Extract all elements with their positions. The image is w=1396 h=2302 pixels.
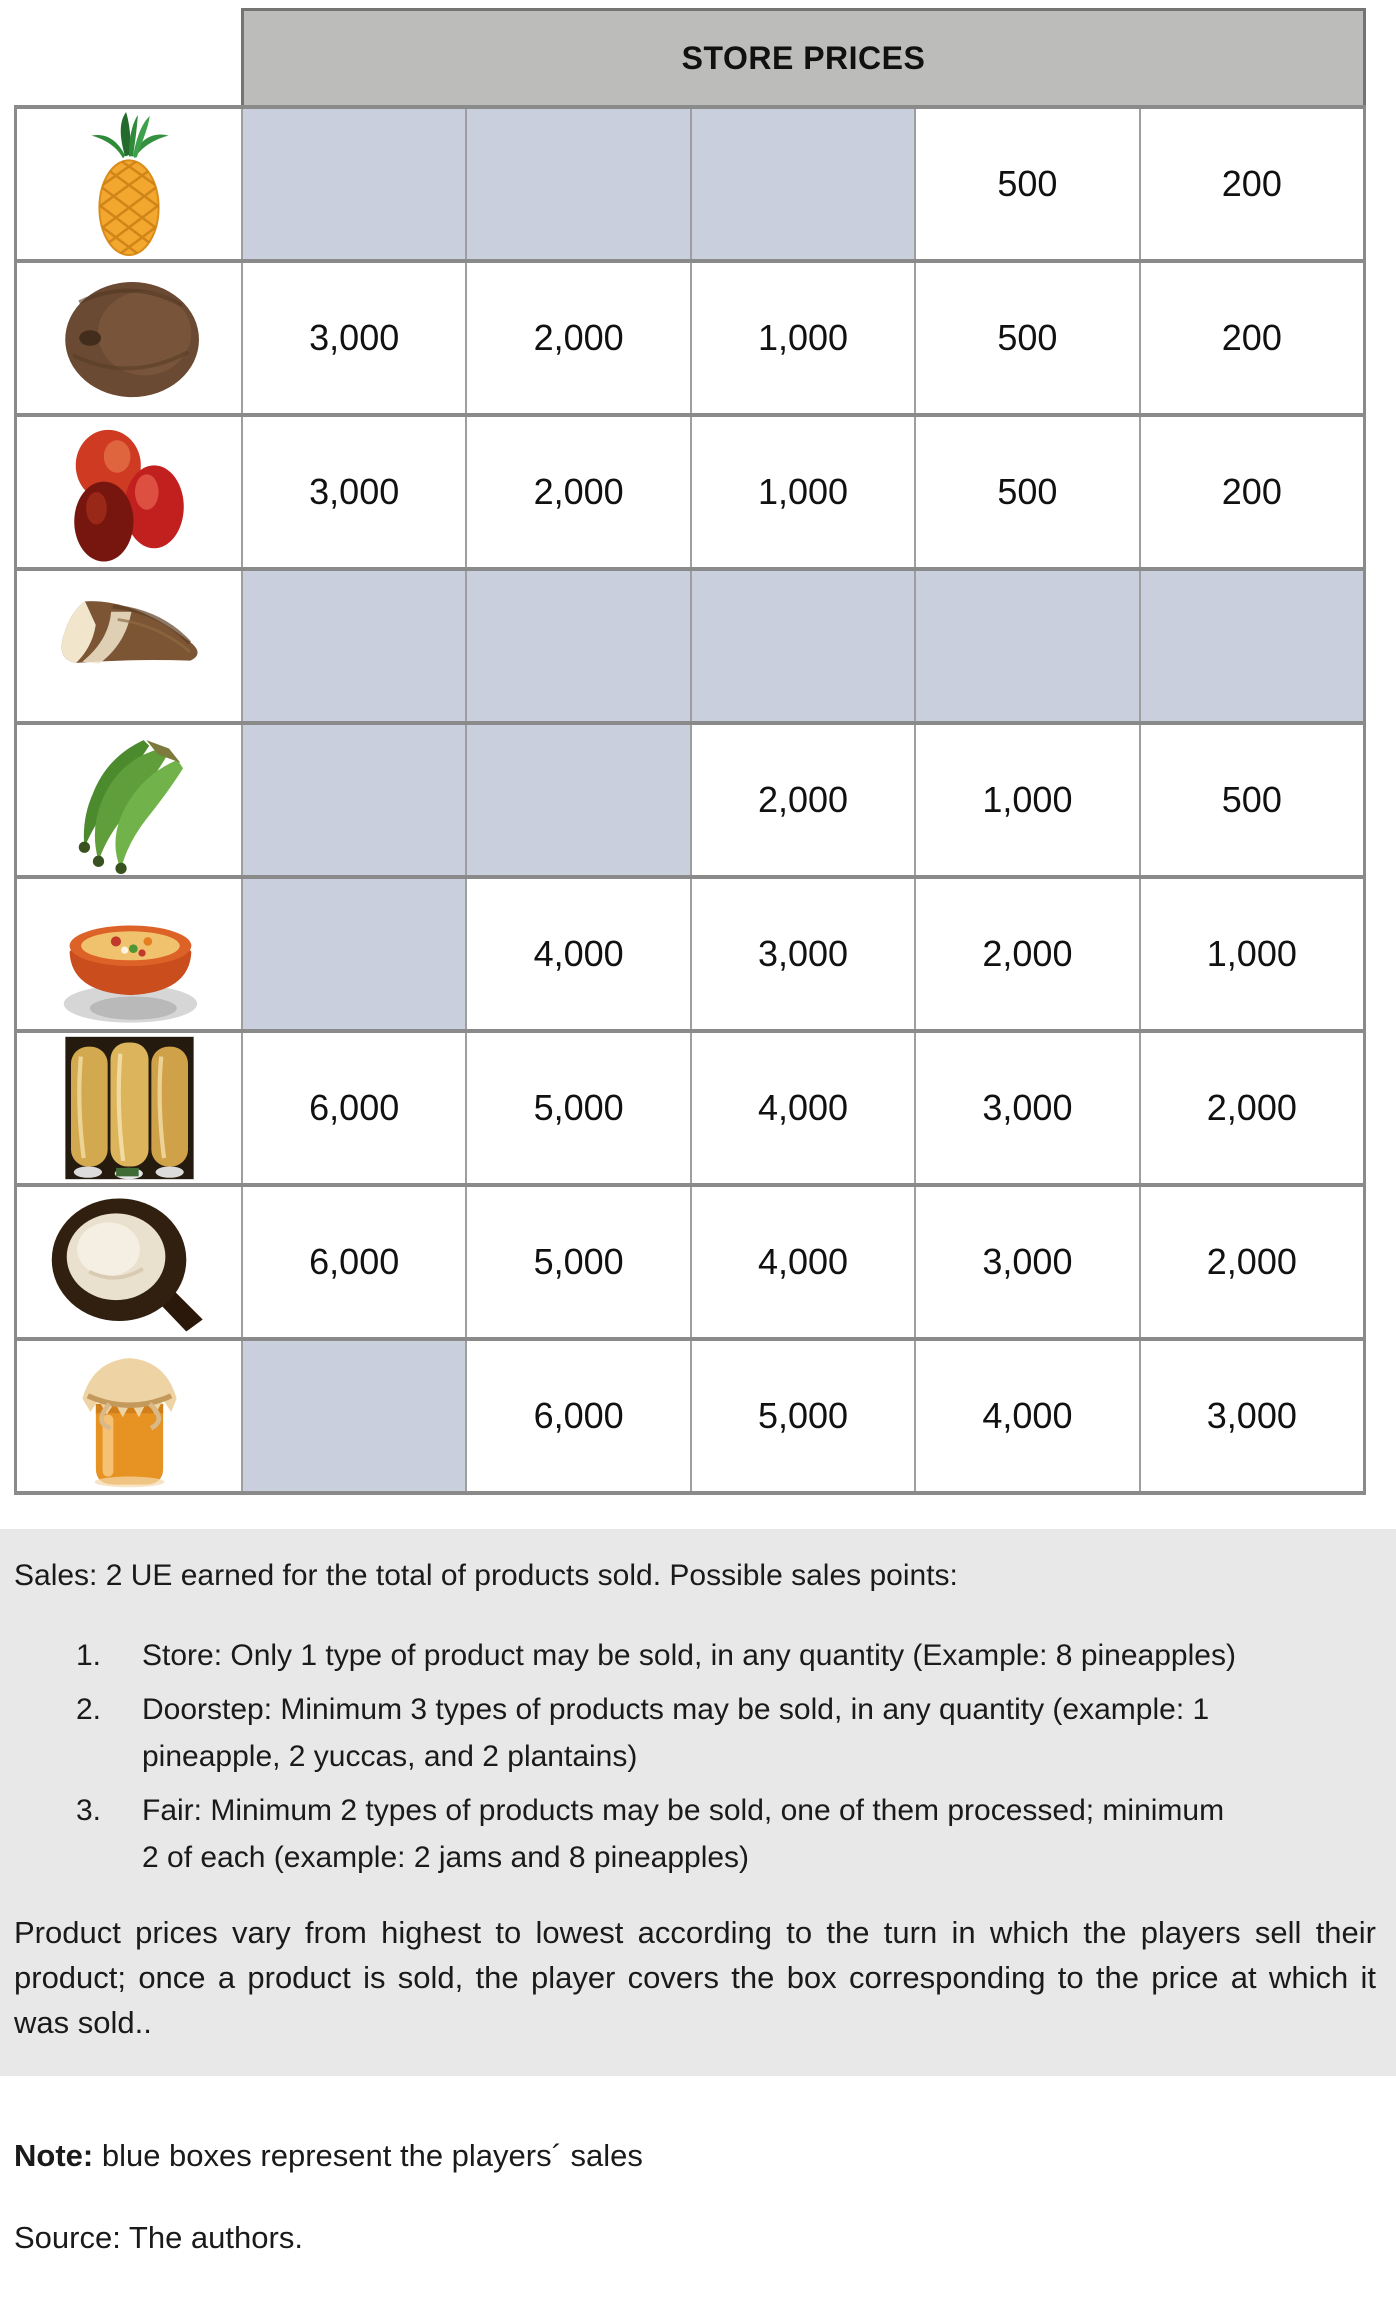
- point-text: Doorstep: Minimum 3 types of products ma…: [142, 1693, 1210, 1773]
- table-row: 6,000 5,000 4,000 3,000 2,000: [17, 1029, 1363, 1183]
- sales-point-store: 1. Store: Only 1 type of product may be …: [14, 1633, 1376, 1680]
- product-cell: [17, 109, 241, 259]
- table-row: 3,000 2,000 1,000 500 200: [17, 259, 1363, 413]
- header-spacer: [14, 8, 241, 105]
- jam-jar-image: [81, 1358, 177, 1488]
- note-line: Note: blue boxes represent the players´ …: [14, 2138, 1396, 2174]
- price-cell: [465, 571, 690, 721]
- table-title: STORE PRICES: [241, 8, 1366, 105]
- product-cell: [17, 571, 241, 721]
- price-cell: 2,000: [465, 263, 689, 413]
- table-row: 6,000 5,000 4,000 3,000: [17, 1337, 1363, 1491]
- table-header-row: STORE PRICES: [14, 8, 1366, 105]
- sales-point-doorstep: 2. Doorstep: Minimum 3 types of products…: [14, 1687, 1376, 1780]
- price-cell: 200: [1138, 263, 1363, 413]
- red-fruits-image: [74, 429, 184, 562]
- price-cell: 500: [914, 417, 1138, 567]
- price-cell: 4,000: [689, 1033, 914, 1183]
- product-cell: [17, 879, 241, 1029]
- price-cell: 500: [914, 109, 1138, 259]
- price-cell: 2,000: [1138, 1187, 1363, 1337]
- price-cell: 1,000: [689, 417, 914, 567]
- product-cell: [17, 725, 241, 875]
- table-row: 6,000 5,000 4,000 3,000 2,000: [17, 1183, 1363, 1337]
- price-cell: 4,000: [465, 879, 689, 1029]
- price-cell: 3,000: [241, 263, 465, 413]
- price-cell: [241, 1341, 466, 1491]
- soup-bowl-image: [63, 925, 198, 1023]
- price-cell: [241, 725, 466, 875]
- price-cell: [1138, 571, 1364, 721]
- point-text: Fair: Minimum 2 types of products may be…: [142, 1794, 1225, 1874]
- price-cell: 1,000: [1138, 879, 1363, 1029]
- product-cell: [17, 1033, 241, 1183]
- point-number: 1.: [76, 1638, 102, 1672]
- price-cell: 2,000: [914, 879, 1138, 1029]
- price-cell: 5,000: [465, 1033, 689, 1183]
- product-cell: [17, 263, 241, 413]
- sales-intro: Sales: 2 UE earned for the total of prod…: [14, 1559, 958, 1592]
- price-cell: 1,000: [689, 263, 914, 413]
- pricing-paragraph: Product prices vary from highest to lowe…: [14, 1915, 1376, 2040]
- product-cell: [17, 1341, 241, 1491]
- product-cell: [17, 1187, 241, 1337]
- price-cell: 4,000: [689, 1187, 914, 1337]
- point-number: 3.: [76, 1794, 102, 1827]
- price-cell: 2,000: [689, 725, 914, 875]
- table-row: 4,000 3,000 2,000 1,000: [17, 875, 1363, 1029]
- flour-spoon-image: [51, 1198, 203, 1332]
- price-cell: 2,000: [1138, 1033, 1363, 1183]
- price-cell: 4,000: [914, 1341, 1138, 1491]
- price-cell: [689, 571, 915, 721]
- product-cell: [17, 417, 241, 567]
- price-cell: 2,000: [465, 417, 689, 567]
- rules-panel: Sales: 2 UE earned for the total of prod…: [0, 1529, 1396, 2076]
- note-label: Note:: [14, 2137, 94, 2173]
- price-cell: [689, 109, 915, 259]
- point-number: 2.: [76, 1693, 102, 1726]
- price-cell: 3,000: [914, 1187, 1138, 1337]
- point-text: Store: Only 1 type of product may be sol…: [142, 1638, 1236, 1672]
- price-cell: 3,000: [914, 1033, 1138, 1183]
- source-line: Source: The authors.: [14, 2219, 303, 2255]
- price-cell: 5,000: [689, 1341, 914, 1491]
- price-cell: [465, 725, 690, 875]
- yucca-root-image: [61, 601, 198, 664]
- store-prices-table: STORE PRICES: [14, 8, 1366, 1495]
- note-text: blue boxes represent the players´ sales: [93, 2137, 643, 2173]
- price-cell: 5,000: [465, 1187, 689, 1337]
- wrapped-food-image: [64, 1036, 194, 1180]
- price-cell: 200: [1138, 417, 1363, 567]
- plantains-image: [78, 740, 183, 874]
- table-row: 500 200: [17, 105, 1363, 259]
- price-cell: 500: [1138, 725, 1363, 875]
- price-cell: 3,000: [241, 417, 465, 567]
- sales-point-fair: 3. Fair: Minimum 2 types of products may…: [14, 1788, 1376, 1881]
- price-cell: 1,000: [914, 725, 1138, 875]
- price-cell: 500: [914, 263, 1138, 413]
- table-row: [17, 567, 1364, 721]
- price-cell: 6,000: [241, 1033, 465, 1183]
- price-cell: 6,000: [465, 1341, 689, 1491]
- price-cell: [241, 109, 466, 259]
- table-row: 2,000 1,000 500: [17, 721, 1363, 875]
- price-cell: [241, 879, 466, 1029]
- price-cell: [914, 571, 1139, 721]
- price-cell: 3,000: [1138, 1341, 1363, 1491]
- price-grid: 500 200 3,000 2,000 1,000 500: [14, 105, 1366, 1495]
- price-cell: 3,000: [689, 879, 914, 1029]
- price-cell: 200: [1138, 109, 1363, 259]
- pineapple-image: [91, 111, 169, 257]
- price-cell: 6,000: [241, 1187, 465, 1337]
- price-cell: [465, 109, 690, 259]
- brown-fruit-image: [65, 282, 199, 398]
- table-row: 3,000 2,000 1,000 500 200: [17, 413, 1363, 567]
- price-cell: [241, 571, 466, 721]
